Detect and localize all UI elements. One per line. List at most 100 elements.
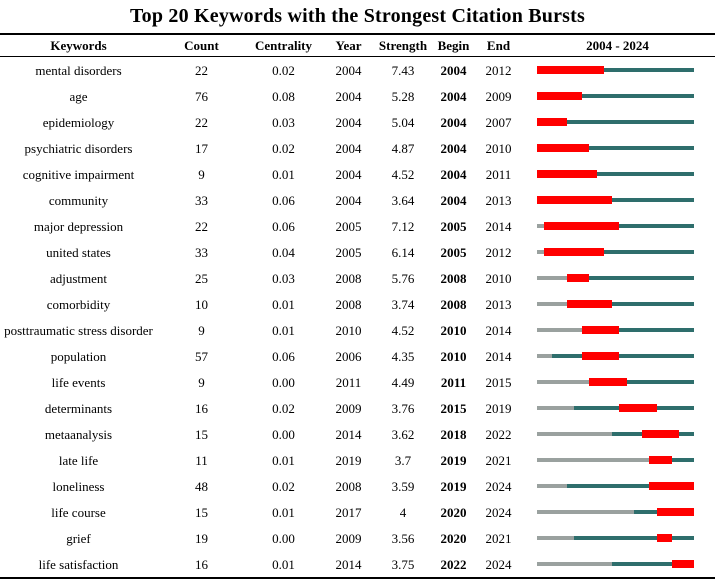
- pre-appearance-segment: [537, 276, 567, 280]
- table-row: epidemiology 22 0.03 2004 5.04 2004 2007: [0, 109, 715, 135]
- pre-appearance-segment: [537, 458, 650, 462]
- begin-cell: 2018: [440, 426, 467, 442]
- table-body: mental disorders 22 0.02 2004 7.43 2004 2012 ag…: [0, 57, 715, 579]
- pre-appearance-segment: [537, 250, 545, 254]
- table-row: age 76 0.08 2004 5.28 2004 2009: [0, 83, 715, 109]
- count-cell: 22: [195, 218, 208, 234]
- count-cell: 57: [195, 348, 208, 364]
- end-cell: 2010: [485, 140, 512, 156]
- year-cell: 2014: [335, 426, 362, 442]
- table-row: metaanalysis 15 0.00 2014 3.62 2018 2022: [0, 421, 715, 447]
- table-row: community 33 0.06 2004 3.64 2004 2013: [0, 187, 715, 213]
- centrality-cell: 0.06: [272, 192, 295, 208]
- burst-segment: [649, 456, 672, 464]
- column-header-strength: Strength: [378, 38, 428, 53]
- count-cell: 22: [195, 62, 208, 78]
- centrality-cell: 0.01: [272, 504, 295, 520]
- end-cell: 2012: [485, 62, 512, 78]
- year-cell: 2008: [335, 270, 362, 286]
- strength-cell: 4.52: [391, 166, 415, 182]
- strength-cell: 5.28: [391, 88, 415, 104]
- centrality-cell: 0.01: [272, 296, 295, 312]
- column-header-count: Count: [184, 38, 219, 53]
- burst-segment: [671, 560, 694, 568]
- table-row: population 57 0.06 2006 4.35 2010 2014: [0, 343, 715, 369]
- strength-cell: 3.7: [394, 452, 412, 468]
- end-cell: 2019: [485, 400, 512, 416]
- count-cell: 16: [195, 556, 208, 572]
- year-cell: 2004: [335, 140, 362, 156]
- burst-timeline-bar: [537, 369, 694, 395]
- strength-cell: 3.64: [391, 192, 415, 208]
- centrality-cell: 0.06: [272, 218, 295, 234]
- burst-timeline-bar: [537, 57, 694, 83]
- begin-cell: 2010: [440, 322, 467, 338]
- strength-cell: 5.04: [391, 114, 415, 130]
- table-row: loneliness 48 0.02 2008 3.59 2019 2024: [0, 473, 715, 499]
- end-cell: 2024: [485, 478, 512, 494]
- table-row: posttraumatic stress disorder 9 0.01 2010 4.…: [0, 317, 715, 343]
- count-cell: 15: [195, 504, 208, 520]
- table-row: life course 15 0.01 2017 4 2020 2024: [0, 499, 715, 525]
- begin-cell: 2022: [440, 556, 467, 572]
- keyword-cell: mental disorders: [35, 62, 122, 78]
- year-cell: 2004: [335, 114, 362, 130]
- active-segment: [604, 68, 694, 72]
- centrality-cell: 0.04: [272, 244, 295, 260]
- begin-cell: 2019: [440, 478, 467, 494]
- keyword-cell: major depression: [33, 218, 124, 234]
- pre-appearance-segment: [537, 562, 612, 566]
- burst-timeline-bar: [537, 317, 694, 343]
- year-cell: 2009: [335, 530, 362, 546]
- count-cell: 76: [195, 88, 208, 104]
- burst-segment: [566, 300, 612, 308]
- active-segment: [566, 120, 694, 124]
- column-header-keywords: Keywords: [50, 38, 107, 53]
- keyword-cell: age: [69, 88, 88, 104]
- count-cell: 17: [195, 140, 208, 156]
- end-cell: 2013: [485, 296, 512, 312]
- burst-timeline-bar: [537, 395, 694, 421]
- table-row: comorbidity 10 0.01 2008 3.74 2008 2013: [0, 291, 715, 317]
- strength-cell: 4: [399, 504, 407, 520]
- keyword-cell: late life: [58, 452, 99, 468]
- burst-timeline-bar: [537, 265, 694, 291]
- strength-cell: 3.56: [391, 530, 415, 546]
- active-segment: [574, 536, 657, 540]
- keyword-cell: population: [50, 348, 107, 364]
- burst-timeline-bar: [537, 343, 694, 369]
- keyword-cell: determinants: [44, 400, 113, 416]
- year-cell: 2017: [335, 504, 362, 520]
- year-cell: 2019: [335, 452, 362, 468]
- burst-segment: [537, 170, 597, 178]
- begin-cell: 2015: [440, 400, 467, 416]
- column-header-centrality: Centrality: [254, 38, 313, 53]
- end-cell: 2014: [485, 322, 512, 338]
- end-cell: 2024: [485, 504, 512, 520]
- keyword-cell: cognitive impairment: [22, 166, 135, 182]
- table-row: grief 19 0.00 2009 3.56 2020 2021: [0, 525, 715, 551]
- column-header-year: Year: [335, 38, 362, 53]
- count-cell: 16: [195, 400, 208, 416]
- burst-segment: [544, 222, 620, 230]
- end-cell: 2015: [485, 374, 512, 390]
- centrality-cell: 0.01: [272, 556, 295, 572]
- strength-cell: 3.59: [391, 478, 415, 494]
- burst-segment: [537, 144, 590, 152]
- centrality-cell: 0.01: [272, 452, 295, 468]
- table-row: determinants 16 0.02 2009 3.76 2015 2019: [0, 395, 715, 421]
- begin-cell: 2004: [440, 62, 467, 78]
- count-cell: 25: [195, 270, 208, 286]
- active-segment: [671, 458, 694, 462]
- centrality-cell: 0.02: [272, 400, 295, 416]
- active-segment: [589, 146, 694, 150]
- keyword-cell: metaanalysis: [44, 426, 113, 442]
- table-row: psychiatric disorders 17 0.02 2004 4.87 2004 2…: [0, 135, 715, 161]
- year-cell: 2004: [335, 88, 362, 104]
- burst-segment: [581, 326, 620, 334]
- burst-segment: [656, 534, 672, 542]
- keyword-cell: life satisfaction: [38, 556, 119, 572]
- table-row: life events 9 0.00 2011 4.49 2011 2015: [0, 369, 715, 395]
- active-segment: [619, 328, 694, 332]
- centrality-cell: 0.00: [272, 530, 295, 546]
